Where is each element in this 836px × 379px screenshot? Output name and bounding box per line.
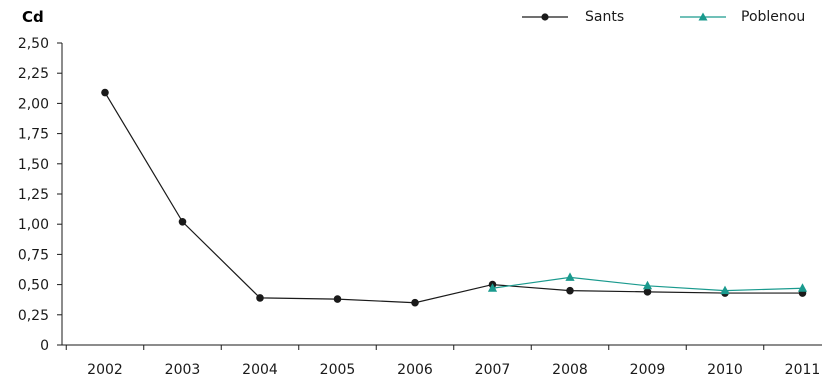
data-point-poblenou <box>642 280 653 290</box>
data-point-sants <box>643 288 652 296</box>
data-point-sants <box>566 286 574 295</box>
y-tick-label: 1,00 <box>18 217 49 233</box>
x-tick-label: 2008 <box>552 362 588 378</box>
x-tick-label: 2002 <box>87 362 123 378</box>
data-point-poblenou <box>487 283 498 292</box>
x-tick-label: 2011 <box>785 362 821 378</box>
series-group <box>101 88 808 307</box>
y-tick-label: 0 <box>40 338 49 354</box>
y-tick-label: 0,50 <box>18 278 49 294</box>
data-point-poblenou <box>720 285 730 295</box>
series-line-sants <box>104 92 803 304</box>
y-tick-label: 1,25 <box>18 187 49 203</box>
y-tick-label: 2,50 <box>18 36 49 52</box>
x-tick-label: 2003 <box>165 362 201 378</box>
data-point-sants <box>178 217 187 226</box>
data-point-sants <box>333 295 342 303</box>
y-tick-label: 1,50 <box>18 157 49 173</box>
axes <box>61 43 822 346</box>
legend-marker-sants <box>541 13 549 21</box>
y-axis-ticks: 0 0,25 0,50 0,75 1,00 1,25 1,50 1,75 2,00 2,25 2,5… <box>18 36 62 354</box>
y-tick-label: 2,25 <box>18 66 49 82</box>
x-tick-label: 2007 <box>475 362 511 378</box>
legend-label-poblenou: Poblenou <box>741 9 805 25</box>
legend-marker-poblenou <box>698 12 708 21</box>
data-point-poblenou <box>797 283 808 292</box>
x-tick-label: 2010 <box>707 362 743 378</box>
data-point-poblenou <box>565 272 575 281</box>
data-point-sants <box>101 88 109 97</box>
x-tick-label: 2005 <box>320 362 356 378</box>
data-point-sants <box>256 294 264 302</box>
y-tick-label: 1,75 <box>18 127 49 143</box>
x-tick-label: 2006 <box>397 362 433 378</box>
x-axis-ticks: 2002 2003 2004 2005 2006 2007 2008 2009 2010 2011 <box>65 345 821 378</box>
legend-label-sants: Sants <box>585 9 624 25</box>
y-axis-title: Cd <box>22 8 44 26</box>
legend: Sants Poblenou <box>522 9 805 25</box>
data-point-sants <box>411 298 419 307</box>
y-tick-label: 0,75 <box>18 247 49 263</box>
y-tick-label: 2,00 <box>18 96 49 112</box>
x-tick-label: 2004 <box>242 362 278 378</box>
y-tick-label: 0,25 <box>18 308 49 324</box>
x-tick-label: 2009 <box>630 362 666 378</box>
